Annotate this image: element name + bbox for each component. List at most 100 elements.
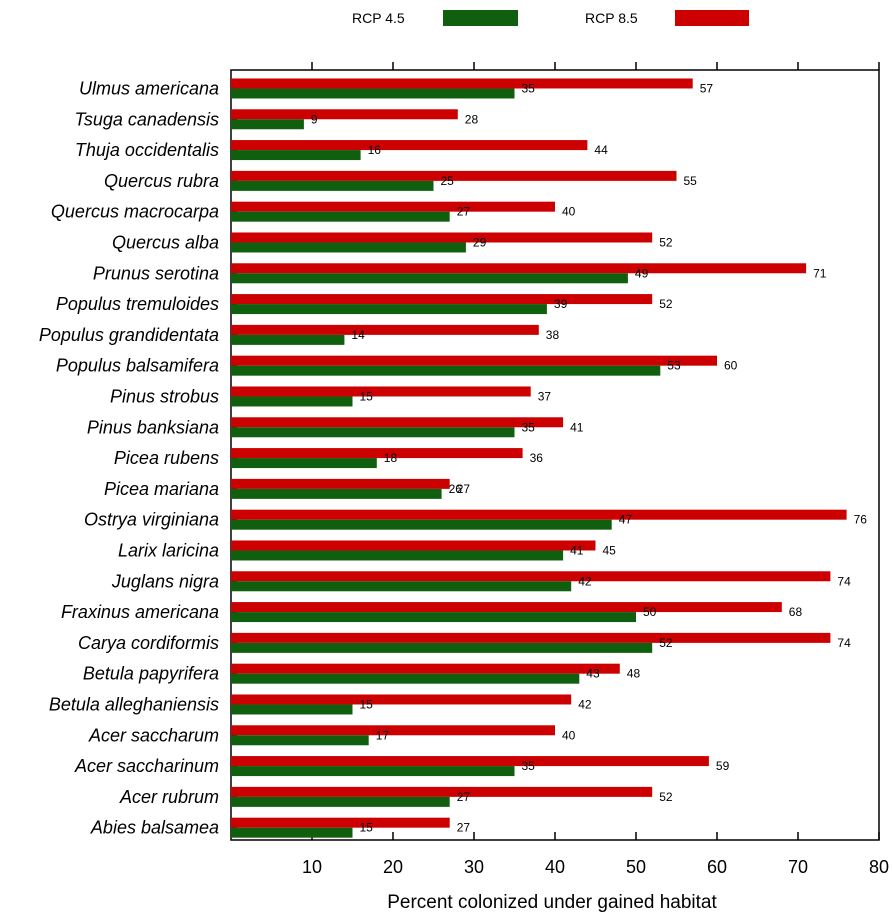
category-label: Betula alleghaniensis	[49, 694, 219, 714]
value-label-rcp45: 41	[570, 543, 584, 557]
bar-rcp85	[231, 509, 847, 520]
value-label-rcp45: 50	[643, 605, 657, 619]
legend: RCP 4.5 RCP 8.5	[352, 10, 749, 26]
legend-swatch-rcp85	[675, 10, 749, 26]
bar-rcp85	[231, 386, 531, 397]
value-label-rcp85: 60	[724, 359, 738, 373]
value-label-rcp45: 39	[554, 297, 568, 311]
value-label-rcp85: 68	[789, 605, 803, 619]
value-label-rcp45: 35	[522, 81, 536, 95]
value-label-rcp45: 18	[384, 451, 398, 465]
bar-rcp85	[231, 786, 653, 797]
x-tick-label: 60	[707, 857, 727, 877]
value-label-rcp85: 52	[659, 790, 673, 804]
value-label-rcp85: 48	[627, 667, 641, 681]
value-label-rcp85: 42	[578, 697, 592, 711]
bar-rcp45	[231, 119, 304, 130]
value-label-rcp85: 74	[837, 574, 851, 588]
value-label-rcp45: 29	[473, 235, 487, 249]
value-label-rcp85: 40	[562, 728, 576, 742]
bar-rcp85	[231, 324, 539, 335]
value-label-rcp85: 57	[700, 81, 714, 95]
value-label-rcp45: 27	[457, 205, 471, 219]
value-label-rcp45: 52	[659, 636, 673, 650]
legend-label-rcp85: RCP 8.5	[585, 10, 638, 26]
category-label: Betula papyrifera	[83, 664, 219, 684]
value-label-rcp85: 40	[562, 205, 576, 219]
axis-ticks: 10 20 30 40 50 60 70 80	[231, 62, 889, 877]
x-tick-label: 40	[545, 857, 565, 877]
category-label: Abies balsamea	[90, 818, 219, 838]
bar-rcp45	[231, 612, 636, 623]
x-tick-label: 20	[383, 857, 403, 877]
bar-rcp45	[231, 88, 515, 99]
value-label-rcp45: 42	[578, 574, 592, 588]
bar-rcp45	[231, 581, 572, 592]
bar-rcp85	[231, 725, 555, 736]
bar-rcp85	[231, 201, 555, 212]
bar-rcp85	[231, 355, 717, 366]
category-label: Acer rubrum	[119, 787, 219, 807]
bar-rcp45	[231, 827, 353, 838]
category-labels: Ulmus americana Tsuga canadensis Thuja occ…	[39, 78, 219, 837]
value-label-rcp45: 49	[635, 266, 649, 280]
bar-rcp85	[231, 694, 572, 705]
bar-rcp45	[231, 150, 361, 161]
category-label: Prunus serotina	[93, 263, 219, 283]
bar-rcp85	[231, 140, 588, 151]
bar-rcp45	[231, 180, 434, 191]
value-label-rcp85: 41	[570, 420, 584, 434]
category-label: Thuja occidentalis	[75, 140, 219, 160]
category-label: Quercus alba	[112, 232, 219, 252]
bars	[231, 78, 847, 838]
x-tick-label: 80	[869, 857, 889, 877]
value-label-rcp85: 45	[603, 543, 617, 557]
bar-rcp85	[231, 756, 709, 767]
value-label-rcp85: 44	[594, 143, 608, 157]
category-label: Tsuga canadensis	[75, 109, 219, 129]
value-label-rcp45: 16	[368, 143, 382, 157]
value-label-rcp85: 74	[837, 636, 851, 650]
bar-rcp45	[231, 427, 515, 438]
value-label-rcp85: 71	[813, 266, 827, 280]
bar-rcp45	[231, 304, 547, 315]
bar-rcp85	[231, 417, 564, 428]
bar-rcp45	[231, 519, 612, 530]
category-label: Picea mariana	[104, 479, 219, 499]
category-label: Pinus banksiana	[87, 417, 219, 437]
value-labels: 57 35 28 9 44 16 55 25 40 27 52 29 71 49 52 39 38 14 60 53 3…	[311, 81, 867, 834]
bar-rcp45	[231, 766, 515, 777]
bar-rcp85	[231, 663, 620, 674]
bar-rcp45	[231, 273, 628, 284]
legend-label-rcp45: RCP 4.5	[352, 10, 405, 26]
value-label-rcp85: 27	[457, 821, 471, 835]
value-label-rcp85: 36	[530, 451, 544, 465]
bar-rcp85	[231, 478, 450, 489]
value-label-rcp45: 14	[351, 328, 365, 342]
x-tick-label: 50	[626, 857, 646, 877]
value-label-rcp85: 76	[854, 513, 868, 527]
value-label-rcp45: 25	[441, 174, 455, 188]
value-label-rcp45: 43	[586, 667, 600, 681]
value-label-rcp85: 27	[457, 482, 471, 496]
x-tick-label: 10	[302, 857, 322, 877]
bar-rcp85	[231, 571, 831, 582]
bar-rcp45	[231, 365, 661, 376]
legend-swatch-rcp45	[443, 10, 518, 26]
category-label: Populus tremuloides	[56, 294, 219, 314]
value-label-rcp45: 15	[360, 389, 374, 403]
category-label: Picea rubens	[114, 448, 219, 468]
bar-rcp85	[231, 540, 596, 551]
category-label: Pinus strobus	[110, 386, 219, 406]
bar-rcp45	[231, 735, 369, 746]
category-label: Populus grandidentata	[39, 325, 219, 345]
category-label: Larix laricina	[118, 540, 219, 560]
value-label-rcp45: 9	[311, 112, 318, 126]
bar-rcp45	[231, 242, 466, 253]
bar-rcp85	[231, 170, 677, 181]
category-label: Ulmus americana	[79, 78, 219, 98]
x-axis-label: Percent colonized under gained habitat	[387, 892, 717, 913]
value-label-rcp45: 26	[449, 482, 463, 496]
bar-rcp45	[231, 396, 353, 407]
